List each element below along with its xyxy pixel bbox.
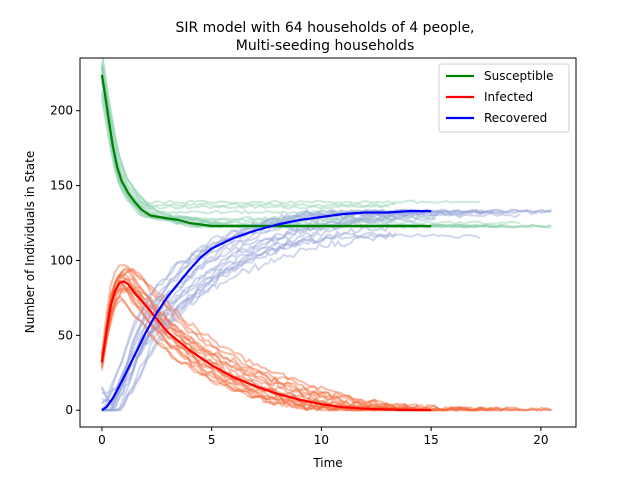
susceptible-trajectory bbox=[100, 95, 397, 208]
susceptible-trajectory bbox=[100, 92, 390, 210]
x-tick-label: 0 bbox=[98, 433, 106, 447]
x-axis-label: Time bbox=[312, 456, 342, 470]
x-tick-label: 20 bbox=[533, 433, 548, 447]
infected-trajectory bbox=[100, 266, 415, 412]
y-tick-label: 50 bbox=[58, 328, 73, 342]
legend-label-recovered: Recovered bbox=[484, 111, 547, 125]
infected-trajectory bbox=[100, 267, 443, 412]
infected-trajectory bbox=[100, 284, 421, 412]
infected-trajectory bbox=[100, 298, 552, 412]
y-ticks: 0 50 100 150 200 bbox=[50, 104, 80, 417]
recovered-trajectory bbox=[101, 208, 486, 412]
infected-trajectory bbox=[100, 269, 486, 412]
infected-trajectory bbox=[100, 277, 410, 412]
y-tick-label: 200 bbox=[50, 104, 73, 118]
recovered-trajectory bbox=[101, 215, 396, 412]
infected-trajectory bbox=[100, 295, 521, 412]
infected-trajectory bbox=[100, 287, 391, 408]
recovered-trajectory bbox=[101, 211, 521, 404]
recovered-trajectory bbox=[101, 210, 443, 412]
susceptible-trajectory bbox=[100, 99, 481, 205]
recovered-trajectory bbox=[101, 208, 416, 412]
legend-label-infected: Infected bbox=[484, 90, 533, 104]
x-tick-label: 15 bbox=[424, 433, 439, 447]
y-axis-label: Number of Individuals in State bbox=[23, 151, 37, 333]
infected-trajectory bbox=[100, 287, 551, 412]
x-ticks: 0 5 10 15 20 bbox=[98, 427, 549, 447]
recovered-trajectory bbox=[101, 216, 436, 405]
recovered-mean-line bbox=[101, 210, 432, 412]
infected-trajectory bbox=[100, 263, 494, 412]
recovered-trajectory bbox=[100, 233, 481, 404]
recovered-trajectory bbox=[101, 208, 551, 412]
infected-mean-line bbox=[100, 280, 432, 412]
infected-trajectory bbox=[100, 279, 427, 412]
legend: Susceptible Infected Recovered bbox=[438, 63, 570, 133]
susceptible-trajectory bbox=[100, 89, 410, 215]
susceptible-trajectory bbox=[100, 81, 436, 222]
recovered-trajectory bbox=[101, 208, 427, 412]
axes-frame bbox=[79, 57, 577, 428]
y-tick-label: 0 bbox=[65, 403, 73, 417]
recovered-trajectory bbox=[101, 231, 397, 405]
mean-series-layer bbox=[100, 74, 432, 412]
y-tick-label: 150 bbox=[50, 179, 73, 193]
y-tick-label: 100 bbox=[50, 253, 73, 267]
susceptible-trajectory bbox=[100, 76, 521, 226]
chart-title-line2: Multi-seeding households bbox=[236, 38, 415, 54]
chart-title-line1: SIR model with 64 households of 4 people… bbox=[175, 20, 474, 36]
recovered-trajectory bbox=[101, 232, 391, 395]
recovered-trajectory bbox=[101, 223, 410, 408]
legend-label-susceptible: Susceptible bbox=[484, 69, 553, 83]
susceptible-mean-line bbox=[100, 74, 432, 228]
recovered-trajectory bbox=[101, 209, 421, 412]
infected-trajectory bbox=[100, 268, 396, 412]
legend-box bbox=[438, 63, 570, 133]
x-tick-label: 10 bbox=[314, 433, 329, 447]
x-tick-label: 5 bbox=[208, 433, 216, 447]
